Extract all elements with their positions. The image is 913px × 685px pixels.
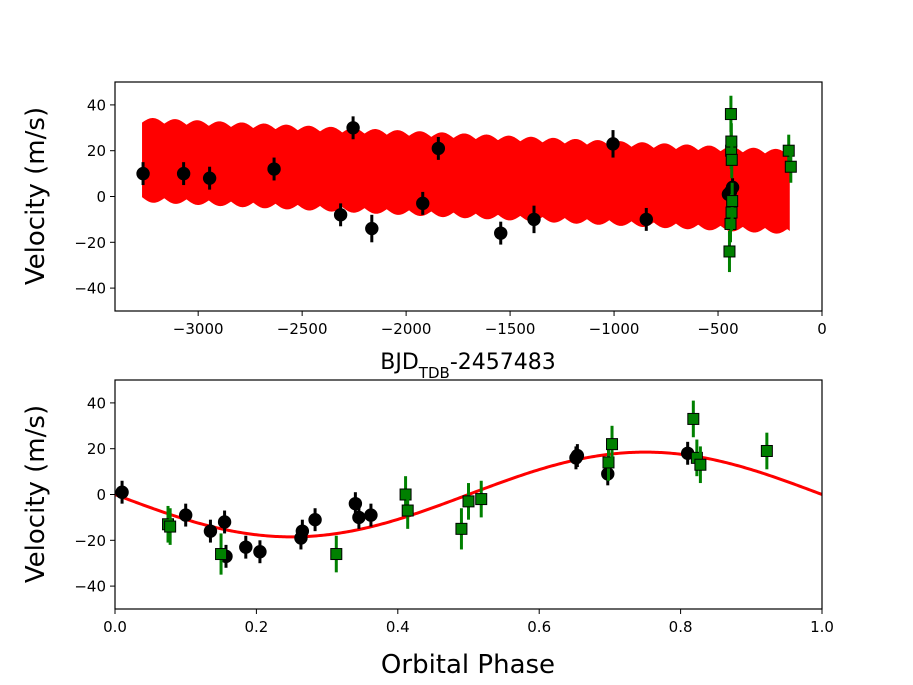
top-xtick-label-6: 0 bbox=[817, 320, 827, 338]
bottom-panel: 0.0 0.2 0.4 0.6 0.8 1.0 40 20 0 −20 −40 Velocity (… bbox=[21, 379, 834, 680]
top-point-circle-12 bbox=[639, 212, 653, 227]
bottom-point-square-14 bbox=[760, 444, 773, 457]
bottom-ylabel: Velocity (m/s) bbox=[21, 405, 51, 583]
top-point-circle-6 bbox=[365, 221, 379, 236]
bottom-point-square-1 bbox=[164, 520, 177, 533]
top-xlabel: BJDTDB-2457483 bbox=[380, 350, 555, 382]
bottom-ticks: 0.0 0.2 0.4 0.6 0.8 1.0 40 20 0 −20 −40 bbox=[74, 394, 834, 636]
bottom-point-square-8 bbox=[475, 493, 488, 506]
top-ytick-label-4: −40 bbox=[74, 280, 106, 298]
bottom-xtick-label-5: 1.0 bbox=[810, 618, 834, 636]
bottom-point-square-10 bbox=[606, 438, 619, 451]
top-point-circle-8 bbox=[431, 141, 446, 156]
top-point-square-9 bbox=[784, 160, 797, 173]
bottom-xlabel: Orbital Phase bbox=[381, 650, 555, 680]
top-ytick-label-3: −20 bbox=[74, 234, 106, 252]
top-point-circle-5 bbox=[346, 121, 360, 135]
bottom-point-circle-5 bbox=[239, 540, 253, 554]
bottom-ytick-label-1: 20 bbox=[87, 440, 106, 458]
bottom-point-square-7 bbox=[462, 495, 475, 508]
top-point-circle-3 bbox=[267, 162, 281, 176]
bottom-point-square-3 bbox=[330, 548, 343, 561]
bottom-point-circle-2 bbox=[203, 524, 218, 538]
bottom-point-circle-8 bbox=[295, 524, 310, 538]
bottom-xtick-label-2: 0.4 bbox=[386, 618, 410, 636]
bottom-ytick-label-3: −20 bbox=[74, 532, 106, 550]
top-ylabel: Velocity (m/s) bbox=[21, 107, 51, 285]
top-point-circle-2 bbox=[202, 171, 217, 185]
top-xtick-label-1: −2500 bbox=[277, 320, 328, 338]
bottom-point-circle-0 bbox=[115, 485, 129, 499]
top-point-circle-0 bbox=[136, 166, 150, 181]
top-xtick-label-0: −3000 bbox=[173, 320, 224, 338]
bottom-point-circle-11 bbox=[352, 510, 366, 525]
top-xtick-label-5: −500 bbox=[697, 320, 738, 338]
bottom-point-square-2 bbox=[215, 548, 228, 561]
top-ticks: −3000 −2500 −2000 −1500 −1000 −500 0 40 20 0 −20 −4… bbox=[74, 96, 826, 338]
top-plot-area bbox=[136, 95, 797, 273]
bottom-point-square-13 bbox=[694, 458, 707, 471]
top-point-square-8 bbox=[782, 144, 795, 157]
bottom-xtick-label-1: 0.2 bbox=[244, 618, 268, 636]
bottom-ytick-label-0: 40 bbox=[87, 394, 106, 412]
top-xtick-label-2: −2000 bbox=[381, 320, 432, 338]
top-xtick-label-3: −1500 bbox=[485, 320, 536, 338]
bottom-point-circle-9 bbox=[308, 512, 322, 527]
top-point-square-0 bbox=[723, 245, 736, 258]
top-point-circle-10 bbox=[527, 212, 541, 227]
top-point-square-7 bbox=[726, 195, 739, 208]
top-ytick-label-2: 0 bbox=[96, 188, 106, 206]
top-point-square-2 bbox=[724, 108, 737, 121]
top-point-circle-4 bbox=[333, 208, 348, 222]
top-panel: −3000 −2500 −2000 −1500 −1000 −500 0 40 20 0 −20 −4… bbox=[21, 81, 827, 382]
bottom-point-square-4 bbox=[399, 488, 412, 501]
top-point-circle-9 bbox=[494, 226, 508, 240]
bottom-ytick-label-2: 0 bbox=[96, 486, 106, 504]
bottom-point-circle-6 bbox=[253, 545, 267, 559]
bottom-point-square-5 bbox=[401, 504, 414, 517]
bottom-xtick-label-3: 0.6 bbox=[527, 618, 551, 636]
bottom-xtick-label-4: 0.8 bbox=[669, 618, 693, 636]
bottom-plot-area bbox=[115, 400, 822, 575]
top-point-circle-1 bbox=[176, 166, 191, 181]
bottom-point-circle-12 bbox=[364, 508, 378, 522]
bottom-xtick-label-0: 0.0 bbox=[103, 618, 127, 636]
top-point-square-6 bbox=[725, 153, 738, 166]
top-point-circle-7 bbox=[416, 196, 430, 211]
bottom-point-square-11 bbox=[687, 412, 700, 425]
top-point-circle-11 bbox=[606, 137, 620, 151]
bottom-point-circle-14 bbox=[570, 448, 585, 463]
bottom-point-circle-3 bbox=[217, 515, 232, 529]
top-ytick-label-1: 20 bbox=[87, 142, 106, 160]
bottom-point-circle-1 bbox=[179, 508, 193, 522]
bottom-ytick-label-4: −40 bbox=[74, 578, 106, 596]
bottom-point-square-9 bbox=[602, 456, 615, 469]
top-ytick-label-0: 40 bbox=[87, 96, 106, 114]
top-model-band bbox=[142, 118, 790, 234]
bottom-point-square-6 bbox=[455, 522, 468, 535]
top-xtick-label-4: −1000 bbox=[589, 320, 640, 338]
